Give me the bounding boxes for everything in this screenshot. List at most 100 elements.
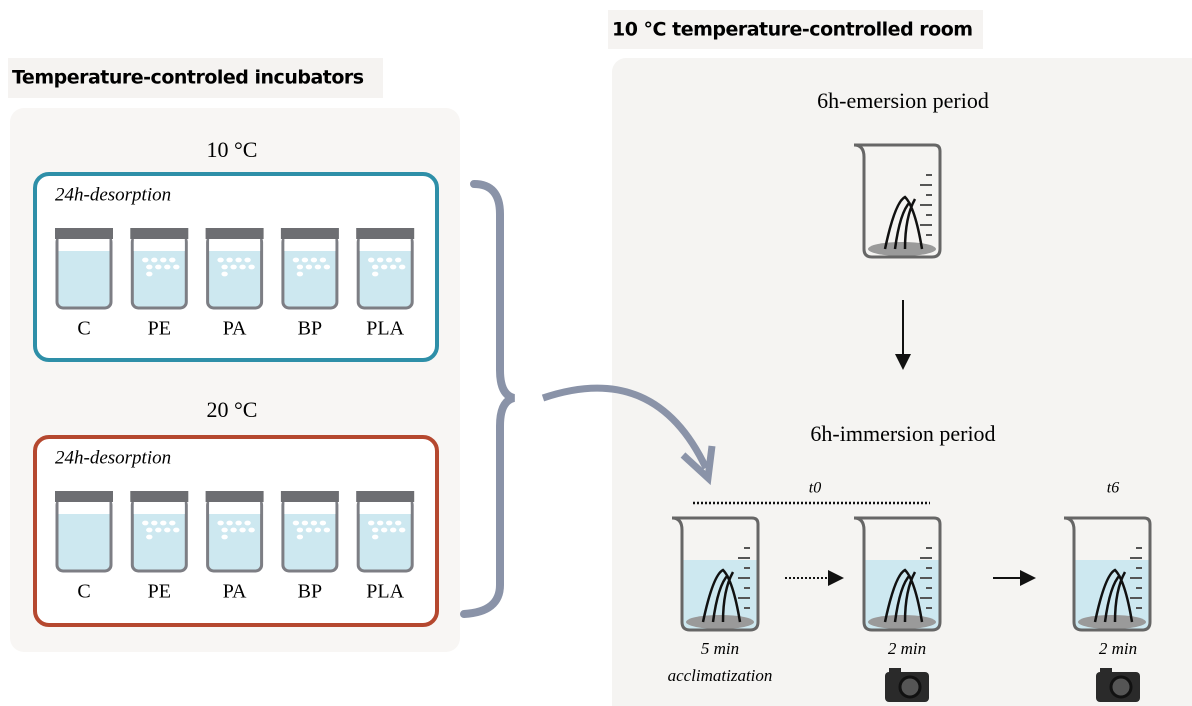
particle (239, 527, 246, 533)
particle (314, 264, 322, 270)
organism (883, 568, 924, 623)
particle (173, 527, 180, 533)
particle (323, 264, 331, 270)
particle (164, 264, 171, 270)
group-label: 24h-desorption (55, 447, 171, 468)
particle (301, 520, 309, 526)
vial-air (133, 500, 185, 514)
particle (244, 520, 251, 526)
vial-air (209, 237, 261, 251)
particle (292, 257, 300, 263)
group-label: 24h-desorption (55, 184, 171, 205)
particle (151, 257, 158, 263)
particle (173, 264, 180, 270)
temperature: 20 °C (207, 397, 258, 422)
particle (169, 520, 176, 526)
particle (323, 527, 331, 533)
particle (226, 520, 233, 526)
particle (146, 271, 153, 277)
particle (399, 527, 406, 533)
vial-label: PE (148, 318, 171, 340)
brace (460, 180, 516, 618)
particle (386, 520, 393, 526)
particle (248, 527, 255, 533)
particle (146, 534, 153, 540)
particle (221, 527, 228, 533)
particle (142, 520, 149, 526)
camera-lens (1109, 675, 1133, 699)
particle (296, 527, 304, 533)
particle (319, 257, 327, 263)
sediment (1078, 615, 1146, 629)
step-note: acclimatization (668, 666, 773, 685)
vial-air (284, 500, 336, 514)
vial-air (359, 237, 411, 251)
camera-top (889, 668, 901, 673)
vial-air (58, 500, 110, 514)
t0-label: t0 (809, 480, 821, 497)
vial-label: BP (298, 318, 322, 340)
emersion-label: 6h-emersion period (817, 88, 989, 113)
vial-cap (205, 491, 264, 502)
particle (305, 527, 313, 533)
temperature: 10 °C (207, 137, 258, 162)
particle (244, 257, 251, 263)
vial-cap (280, 491, 339, 502)
organism (883, 195, 924, 250)
particle (301, 257, 309, 263)
t6-label: t6 (1107, 480, 1119, 497)
particle (248, 264, 255, 270)
particle (310, 520, 318, 526)
particle (395, 257, 402, 263)
particle (372, 271, 379, 277)
vial-cap (356, 228, 415, 239)
vial-label: PE (148, 581, 171, 603)
left-title: Temperature-controled incubators (12, 67, 364, 89)
beaker (671, 516, 760, 632)
vial-air (284, 237, 336, 251)
beaker (853, 516, 942, 632)
particle (296, 264, 304, 270)
right-title: 10 °C temperature-controlled room (612, 19, 973, 41)
particle (399, 264, 406, 270)
vial-cap (55, 491, 113, 502)
particle (368, 257, 375, 263)
particle (377, 257, 384, 263)
beaker (853, 143, 942, 259)
vial-cap (205, 228, 264, 239)
vial-cap (130, 491, 189, 502)
vial-cap (55, 228, 113, 239)
vial-cap (130, 228, 189, 239)
vial-label: PLA (366, 318, 404, 340)
vial-label: PA (223, 581, 247, 603)
particle (155, 527, 162, 533)
particle (155, 264, 162, 270)
particle (310, 257, 318, 263)
particle (217, 257, 224, 263)
particle (235, 520, 242, 526)
particle (217, 520, 224, 526)
particle (381, 264, 388, 270)
particle (221, 264, 228, 270)
particle (296, 534, 304, 540)
particle (386, 257, 393, 263)
vial-cap (280, 228, 339, 239)
particle (319, 520, 327, 526)
particle (169, 257, 176, 263)
vial-air (359, 500, 411, 514)
camera-lens (898, 675, 922, 699)
particle (142, 257, 149, 263)
particle (235, 257, 242, 263)
particle (230, 264, 237, 270)
sediment (868, 615, 936, 629)
particle (372, 534, 379, 540)
particle (160, 520, 167, 526)
particle (377, 520, 384, 526)
step-time: 2 min (888, 639, 926, 658)
particle (296, 271, 304, 277)
particle (305, 264, 313, 270)
particle (146, 264, 153, 270)
particle (151, 520, 158, 526)
immersion-label: 6h-immersion period (810, 421, 995, 446)
